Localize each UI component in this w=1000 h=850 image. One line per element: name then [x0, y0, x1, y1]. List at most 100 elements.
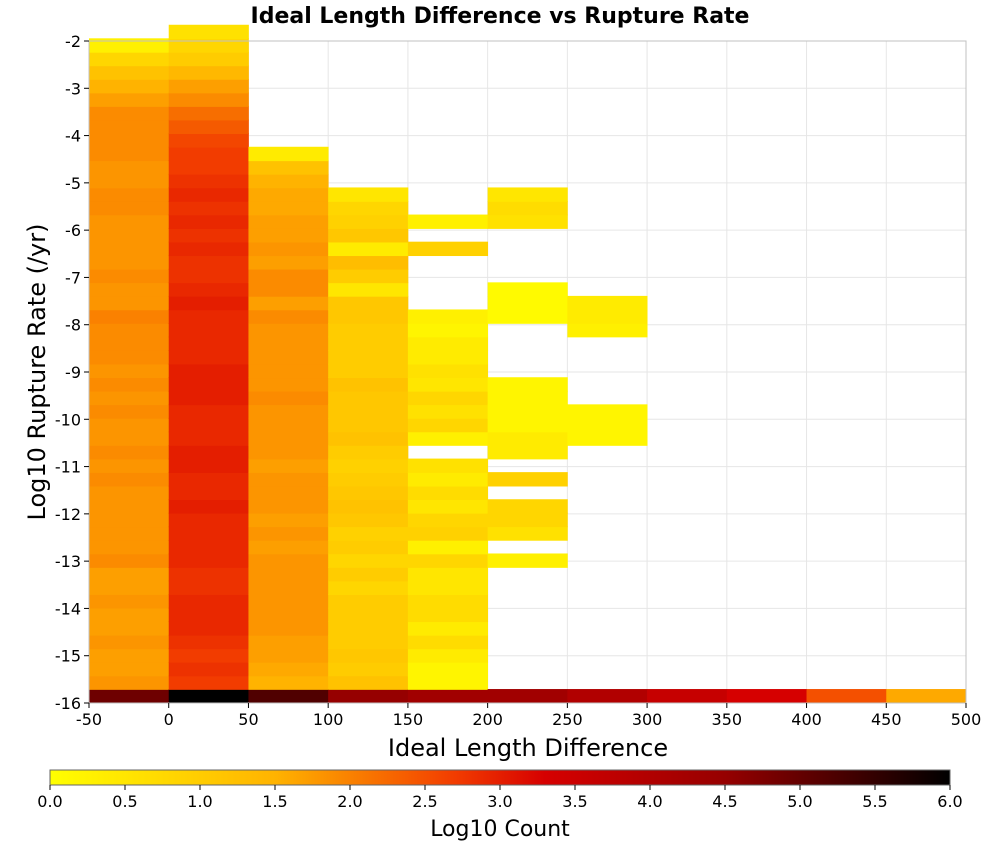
colorbar-tick-label-7: 3.5 [562, 792, 587, 811]
heatmap-cell-1-45 [168, 78, 249, 94]
heatmap-cell-0-46 [89, 65, 170, 80]
heatmap-cell-6-28 [567, 309, 648, 324]
y-tick-label-6: -8 [65, 316, 81, 335]
heatmap-cell-2-16 [248, 472, 329, 487]
heatmap-cell-1-34 [168, 228, 249, 243]
heatmap-cell-2-15 [248, 485, 329, 501]
heatmap-cell-0-19 [89, 431, 170, 446]
heatmap-cell-6-19 [567, 431, 648, 446]
heatmap-cell-3-4 [328, 634, 409, 650]
colorbar-tick-label-3: 1.5 [262, 792, 287, 811]
colorbar-tick-label-11: 5.5 [862, 792, 887, 811]
heatmap-cell-3-35 [328, 214, 409, 229]
x-tick-label-7: 300 [632, 710, 663, 729]
heatmap-cell-0-6 [89, 607, 170, 623]
heatmap-cell-5-14 [487, 499, 568, 514]
heatmap-cell-1-44 [168, 92, 249, 107]
heatmap-cell-3-5 [328, 621, 409, 636]
heatmap-cell-4-8 [407, 580, 489, 595]
heatmap-cell-3-30 [328, 282, 409, 297]
heatmap-cell-1-19 [168, 431, 249, 446]
heatmap-cell-2-2 [248, 661, 329, 677]
colorbar-tick-label-6: 3.0 [487, 792, 512, 811]
heatmap-cells [89, 24, 967, 704]
heatmap-cell-3-18 [328, 445, 409, 460]
heatmap-cell-3-17 [328, 458, 409, 473]
heatmap-cell-3-29 [328, 295, 409, 311]
heatmap-cell-1-18 [168, 445, 249, 460]
x-tick-label-6: 250 [552, 710, 583, 729]
heatmap-cell-2-11 [248, 539, 329, 555]
heatmap-cell-4-28 [407, 309, 489, 324]
heatmap-cell-4-26 [407, 336, 489, 351]
heatmap-cell-4-24 [407, 363, 489, 379]
heatmap-cell-1-17 [168, 458, 249, 473]
heatmap-cell-1-41 [168, 133, 249, 148]
heatmap-cell-1-26 [168, 336, 249, 351]
heatmap-cell-2-39 [248, 160, 329, 175]
y-tick-label-12: -14 [55, 599, 81, 618]
heatmap-cell-0-39 [89, 160, 170, 175]
heatmap-cell-0-27 [89, 323, 170, 338]
heatmap-cell-0-48 [89, 38, 170, 53]
x-tick-label-3: 100 [313, 710, 344, 729]
heatmap-cell-5-21 [487, 404, 568, 419]
heatmap-cell-2-18 [248, 445, 329, 460]
colorbar-tick-label-12: 6.0 [937, 792, 962, 811]
heatmap-cell-9-0 [806, 689, 887, 704]
heatmap-cell-3-24 [328, 363, 409, 379]
heatmap-cell-4-4 [407, 634, 489, 650]
heatmap-cell-8-0 [726, 689, 807, 704]
heatmap-cell-6-29 [567, 295, 648, 311]
heatmap-cell-3-37 [328, 187, 409, 202]
x-tick-label-5: 200 [472, 710, 503, 729]
x-tick-label-4: 150 [393, 710, 424, 729]
heatmap-cell-4-0 [407, 689, 489, 704]
heatmap-cell-4-1 [407, 675, 489, 690]
heatmap-cell-4-19 [407, 431, 489, 446]
heatmap-cell-0-20 [89, 417, 170, 433]
heatmap-cell-0-21 [89, 404, 170, 419]
heatmap-cell-5-16 [487, 472, 568, 487]
heatmap-cell-2-26 [248, 336, 329, 351]
heatmap-cell-2-37 [248, 187, 329, 202]
heatmap-cell-1-20 [168, 417, 249, 433]
heatmap-cell-0-5 [89, 621, 170, 636]
heatmap-cell-1-36 [168, 200, 249, 216]
heatmap-cell-2-28 [248, 309, 329, 324]
x-tick-label-10: 450 [871, 710, 902, 729]
heatmap-cell-0-18 [89, 445, 170, 460]
heatmap-cell-4-27 [407, 323, 489, 338]
heatmap-cell-0-35 [89, 214, 170, 229]
heatmap-cell-2-24 [248, 363, 329, 379]
x-tick-label-8: 350 [712, 710, 743, 729]
heatmap-cell-1-28 [168, 309, 249, 324]
heatmap-cell-1-13 [168, 512, 249, 528]
heatmap-cell-1-15 [168, 485, 249, 501]
heatmap-cell-3-25 [328, 350, 409, 365]
heatmap-cell-1-9 [168, 567, 249, 582]
heatmap-cell-0-33 [89, 241, 170, 257]
heatmap-cell-2-9 [248, 567, 329, 582]
heatmap-cell-1-37 [168, 187, 249, 202]
heatmap-cell-10-0 [886, 689, 967, 704]
colorbar-tick-label-4: 2.0 [337, 792, 362, 811]
heatmap-cell-5-37 [487, 187, 568, 202]
heatmap-cell-2-40 [248, 146, 329, 162]
heatmap-cell-1-38 [168, 173, 249, 189]
heatmap-cell-4-21 [407, 404, 489, 419]
heatmap-cell-1-29 [168, 295, 249, 311]
heatmap-cell-2-13 [248, 512, 329, 528]
heatmap-cell-1-40 [168, 146, 249, 162]
heatmap-cell-0-16 [89, 472, 170, 487]
heatmap-cell-0-15 [89, 485, 170, 501]
heatmap-cell-0-25 [89, 350, 170, 365]
heatmap-cell-2-36 [248, 200, 329, 216]
y-tick-label-4: -6 [65, 221, 81, 240]
heatmap-cell-6-27 [567, 323, 648, 338]
colorbar-tick-label-1: 0.5 [112, 792, 137, 811]
heatmap-cell-3-3 [328, 648, 409, 663]
heatmap-cell-1-14 [168, 499, 249, 514]
x-axis-label: Ideal Length Difference [388, 734, 668, 762]
heatmap-cell-0-30 [89, 282, 170, 297]
